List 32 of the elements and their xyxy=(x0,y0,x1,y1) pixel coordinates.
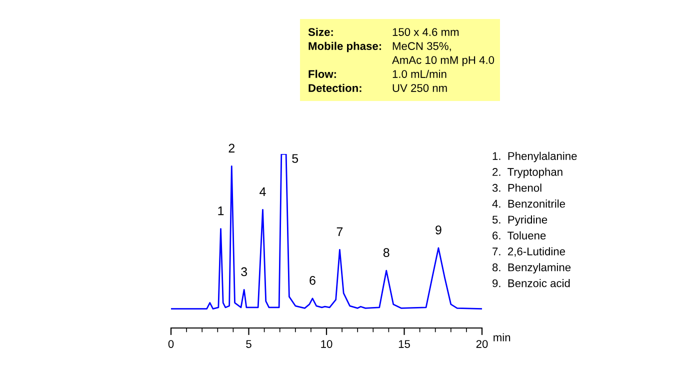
text: Size: xyxy=(308,28,333,36)
text: Flow: xyxy=(308,70,336,78)
x-axis-title: min xyxy=(494,333,510,342)
text: 2. Tryptophan xyxy=(492,168,562,178)
annotation: 7 xyxy=(336,227,343,236)
text: UV 250 nm xyxy=(392,84,447,92)
text: 6. Toluene xyxy=(492,231,546,240)
annotation: 5 xyxy=(292,154,298,163)
x-tick-label: 10 xyxy=(321,340,332,348)
text: MeCN 35%, AmAc 10 mM pH 4.0 xyxy=(392,42,494,66)
text: 7. 2,6-Lutidine xyxy=(492,247,566,257)
x-tick-label: 5 xyxy=(246,340,252,348)
annotation: 2 xyxy=(228,144,234,152)
text: 1.0 mL/min xyxy=(392,70,446,78)
text: 8. Benzylamine xyxy=(492,263,571,274)
text: 5. Pyridine xyxy=(492,215,548,226)
text: 9. Benzoic acid xyxy=(492,279,570,288)
annotation: 3 xyxy=(241,267,248,276)
annotation: 6 xyxy=(310,276,316,285)
x-tick-label: 0 xyxy=(168,340,174,348)
text: 1. Phenylalanine xyxy=(492,152,577,162)
annotation: 1 xyxy=(218,206,224,216)
text: 3. Phenol xyxy=(492,184,542,192)
text: 150 x 4.6 mm xyxy=(392,28,459,36)
text: Mobile phase: xyxy=(308,42,382,52)
text: Detection: xyxy=(308,84,362,92)
annotation: 8 xyxy=(383,248,390,257)
x-tick-label: 20 xyxy=(476,340,488,348)
text: 4. Benzonitrile xyxy=(492,200,566,208)
x-tick-label: 15 xyxy=(398,340,410,348)
annotation: 4 xyxy=(260,187,266,196)
annotation: 9 xyxy=(436,226,442,234)
